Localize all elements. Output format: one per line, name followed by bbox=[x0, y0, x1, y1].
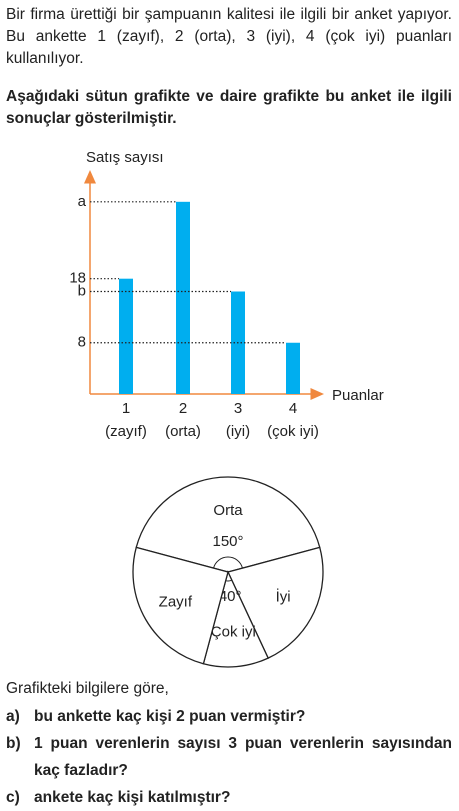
x-tick-note: (orta) bbox=[165, 423, 201, 440]
question-label: b) bbox=[6, 735, 21, 752]
pie-label: Orta bbox=[213, 502, 243, 519]
bar bbox=[119, 278, 133, 394]
y-axis-title: Satış sayısı bbox=[86, 149, 164, 166]
x-tick-note: (iyi) bbox=[226, 423, 250, 440]
pie-slice bbox=[202, 570, 270, 668]
intro: Bir firma ürettiği bir şampuanın kalites… bbox=[6, 6, 452, 67]
x-tick-label: 3 bbox=[234, 400, 242, 417]
pie-slice bbox=[227, 546, 324, 659]
x-axis-title: Puanlar bbox=[332, 387, 384, 404]
pie-slice bbox=[135, 476, 321, 573]
prompt: Grafikteki bilgilere göre, bbox=[6, 680, 169, 697]
question-label: c) bbox=[6, 789, 20, 806]
question-text: 1 puan verenlerin sayısı 3 puan verenler… bbox=[34, 735, 452, 779]
angle-arc bbox=[213, 556, 243, 569]
pie-label: Zayıf bbox=[159, 593, 193, 610]
bar bbox=[176, 201, 190, 394]
question: a) bu ankette kaç kişi 2 puan vermiştir? bbox=[6, 703, 452, 730]
x-tick-note: (çok iyi) bbox=[267, 423, 319, 440]
question-text: bu ankette kaç kişi 2 puan vermiştir? bbox=[34, 708, 306, 725]
question-text: ankete kaç kişi katılmıştır? bbox=[34, 789, 231, 806]
y-tick-label: 8 bbox=[78, 334, 86, 351]
angle-label: 150° bbox=[212, 533, 243, 550]
question: b) 1 puan verenlerin sayısı 3 puan verenl… bbox=[6, 730, 452, 784]
bar bbox=[286, 342, 300, 394]
x-tick-note: (zayıf) bbox=[105, 423, 147, 440]
pie-slice bbox=[132, 546, 229, 665]
question-label: a) bbox=[6, 708, 20, 725]
x-tick-label: 2 bbox=[179, 400, 187, 417]
pie-label: İyi bbox=[276, 588, 291, 606]
pie-label: Çok iyi bbox=[211, 624, 256, 641]
instruction: Aşağıdaki sütun grafikte ve daire grafik… bbox=[6, 88, 452, 127]
y-tick-label: 18 bbox=[69, 270, 86, 287]
y-tick-label: a bbox=[78, 193, 87, 210]
x-tick-label: 4 bbox=[289, 400, 297, 417]
y-tick-label: b bbox=[78, 282, 86, 299]
x-tick-label: 1 bbox=[122, 400, 130, 417]
question: c) ankete kaç kişi katılmıştır? bbox=[6, 784, 452, 811]
angle-label: 40° bbox=[219, 588, 242, 605]
